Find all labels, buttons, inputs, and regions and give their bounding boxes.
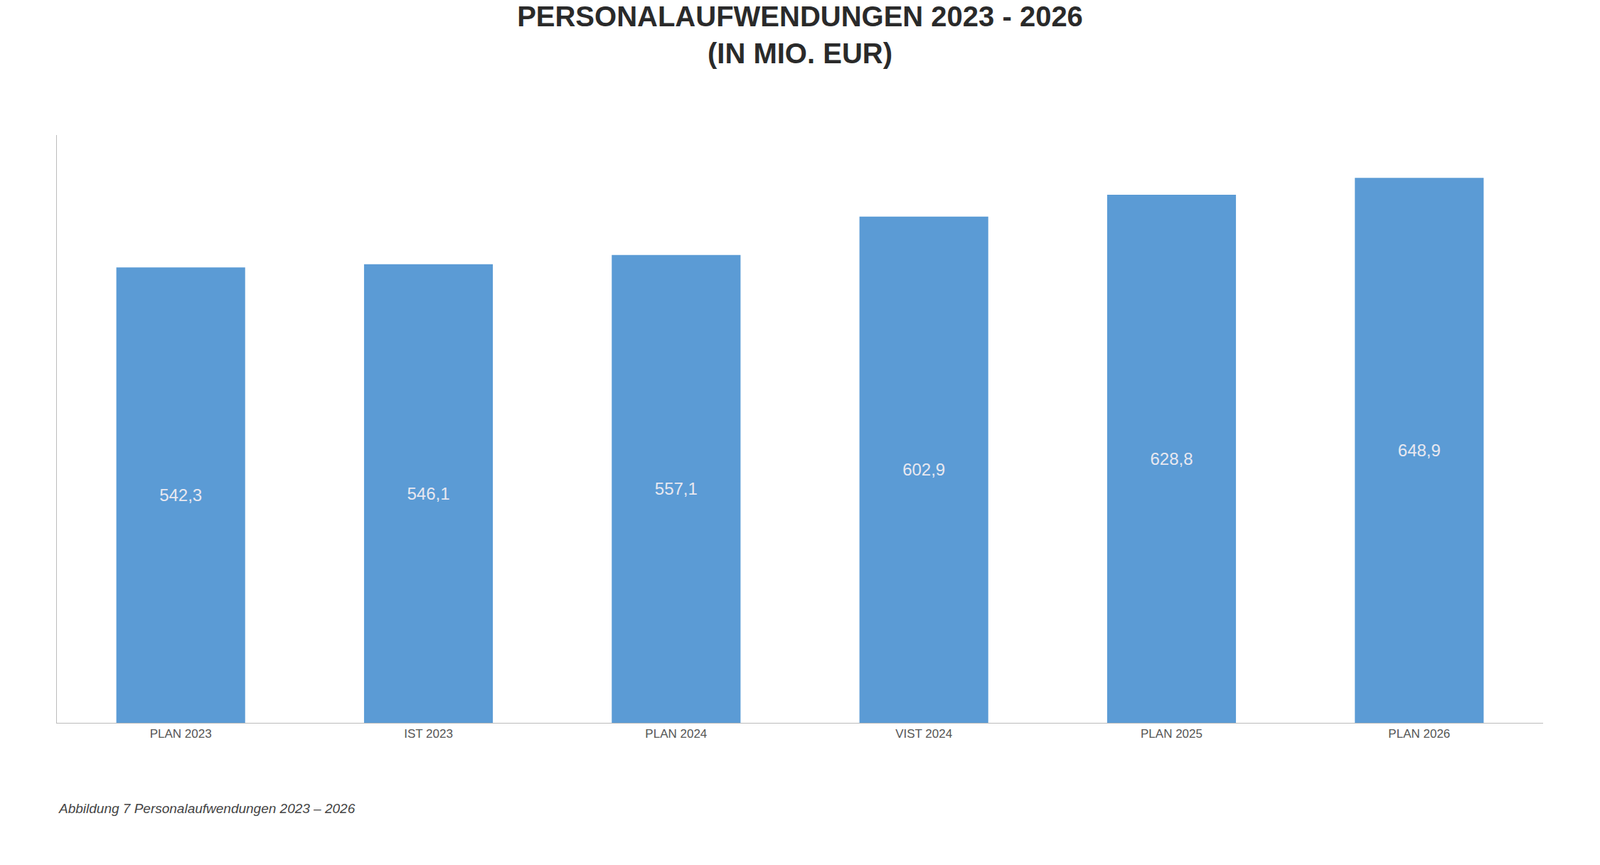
svg-text:PERSONALAUFWENDUNGEN 2023 - 20: PERSONALAUFWENDUNGEN 2023 - 2026(IN MIO.… [516, 0, 1084, 69]
svg-text:Abbildung 7 Personalaufwendung: Abbildung 7 Personalaufwendungen 2023 – … [58, 801, 356, 817]
svg-text:557,1: 557,1 [654, 479, 698, 499]
svg-text:PLAN 2024: PLAN 2024 [644, 727, 707, 741]
svg-text:IST 2023: IST 2023 [403, 727, 453, 741]
svg-text:VIST 2024: VIST 2024 [895, 727, 953, 741]
svg-text:PLAN 2026: PLAN 2026 [1388, 727, 1450, 741]
svg-text:PLAN 2025: PLAN 2025 [1140, 727, 1203, 741]
svg-text:542,3: 542,3 [159, 485, 202, 505]
svg-text:602,9: 602,9 [902, 460, 946, 480]
svg-text:546,1: 546,1 [406, 484, 450, 504]
svg-text:648,9: 648,9 [1398, 440, 1441, 461]
svg-text:628,8: 628,8 [1149, 449, 1193, 469]
svg-text:PLAN 2023: PLAN 2023 [150, 727, 212, 741]
